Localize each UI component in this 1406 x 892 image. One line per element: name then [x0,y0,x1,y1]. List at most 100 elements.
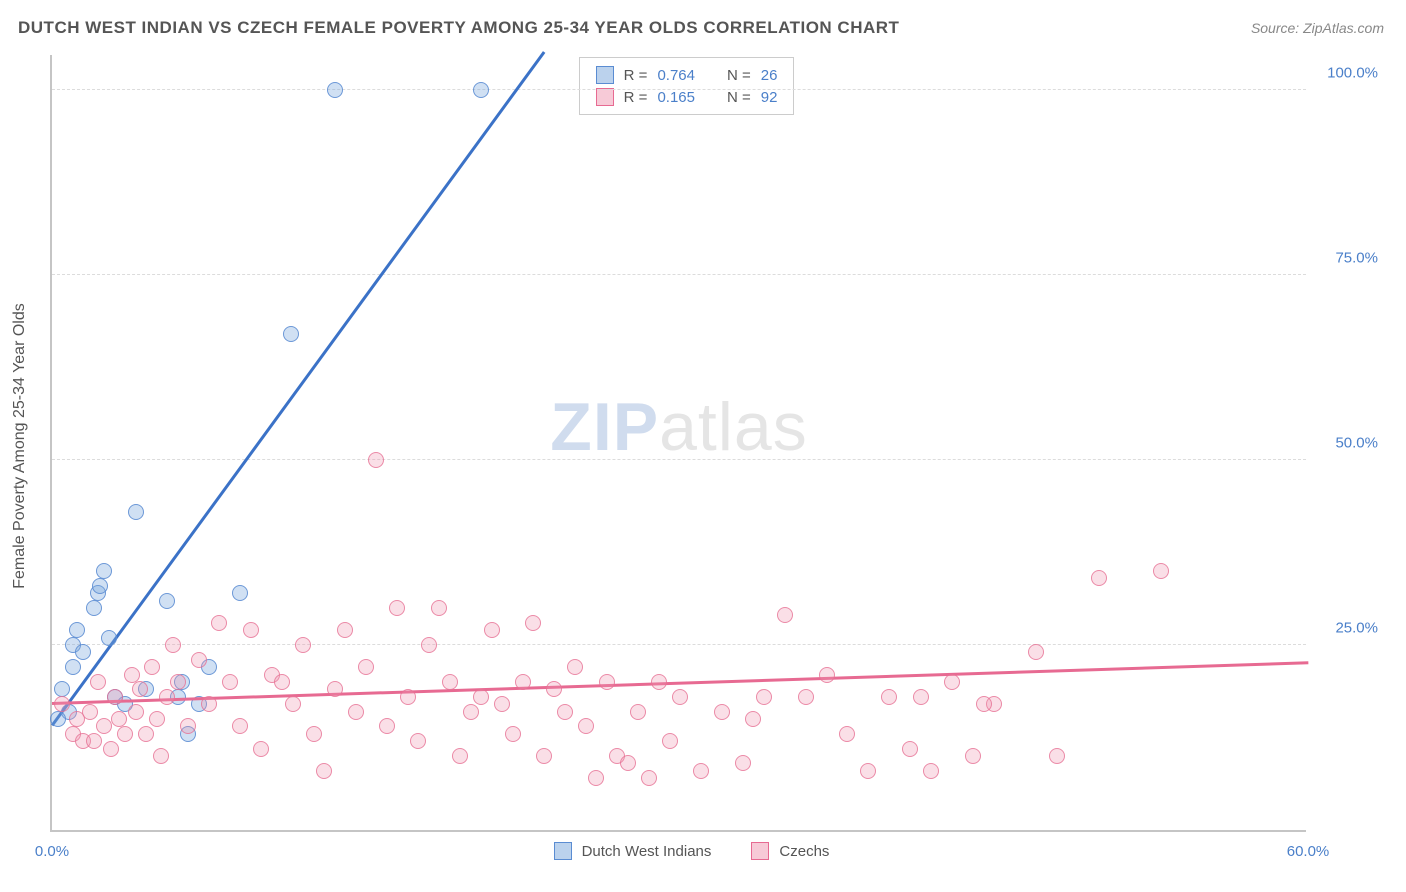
y-tick-label: 25.0% [1318,620,1378,637]
data-point [641,770,657,786]
data-point [159,689,175,705]
gridline [52,89,1306,90]
data-point [410,733,426,749]
data-point [306,726,322,742]
data-point [505,726,521,742]
trend-line-blue [51,51,545,726]
data-point [90,674,106,690]
data-point [578,718,594,734]
data-point [170,674,186,690]
data-point [965,748,981,764]
data-point [92,578,108,594]
data-point [54,696,70,712]
data-point [75,644,91,660]
data-point [165,637,181,653]
data-point [69,622,85,638]
data-point [253,741,269,757]
data-point [243,622,259,638]
data-point [274,674,290,690]
data-point [819,667,835,683]
data-point [153,748,169,764]
y-axis-title: Female Poverty Among 25-34 Year Olds [11,303,29,589]
data-point [525,615,541,631]
data-point [358,659,374,675]
data-point [82,704,98,720]
data-point [860,763,876,779]
data-point [662,733,678,749]
data-point [327,681,343,697]
data-point [128,704,144,720]
data-point [588,770,604,786]
data-point [348,704,364,720]
data-point [421,637,437,653]
data-point [96,718,112,734]
data-point [117,726,133,742]
data-point [484,622,500,638]
data-point [1028,644,1044,660]
data-point [222,674,238,690]
r-label: R = [624,89,648,106]
data-point [620,755,636,771]
data-point [672,689,688,705]
data-point [452,748,468,764]
y-tick-label: 100.0% [1318,65,1378,82]
data-point [201,696,217,712]
legend-swatch [596,88,614,106]
legend-item: Czechs [751,842,829,860]
data-point [86,600,102,616]
gridline [52,644,1306,645]
r-label: R = [624,67,648,84]
x-tick-label: 0.0% [35,843,69,860]
correlation-stats-box: R =0.764N =26R =0.165N =92 [579,57,795,115]
data-point [463,704,479,720]
data-point [515,674,531,690]
data-point [745,711,761,727]
data-point [295,637,311,653]
data-point [881,689,897,705]
data-point [111,711,127,727]
data-point [337,622,353,638]
data-point [1153,563,1169,579]
data-point [693,763,709,779]
data-point [1091,570,1107,586]
data-point [96,563,112,579]
data-point [431,600,447,616]
data-point [149,711,165,727]
data-point [400,689,416,705]
data-point [839,726,855,742]
n-value: 92 [761,89,778,106]
data-point [54,681,70,697]
n-value: 26 [761,67,778,84]
legend-swatch [751,842,769,860]
data-point [494,696,510,712]
data-point [777,607,793,623]
n-label: N = [727,67,751,84]
data-point [128,504,144,520]
data-point [714,704,730,720]
r-value: 0.165 [657,89,695,106]
data-point [976,696,992,712]
legend-item: Dutch West Indians [554,842,712,860]
data-point [389,600,405,616]
data-point [630,704,646,720]
y-tick-label: 75.0% [1318,250,1378,267]
source-attribution: Source: ZipAtlas.com [1251,20,1384,36]
stats-row: R = 0.764 N = 26 [596,64,778,86]
data-point [473,689,489,705]
data-point [327,82,343,98]
data-point [756,689,772,705]
data-point [180,718,196,734]
legend-label: Czechs [779,843,829,860]
data-point [159,593,175,609]
r-value: 0.764 [657,67,695,84]
data-point [132,681,148,697]
data-point [546,681,562,697]
chart-title: DUTCH WEST INDIAN VS CZECH FEMALE POVERT… [18,18,899,38]
data-point [923,763,939,779]
legend-swatch [554,842,572,860]
y-tick-label: 50.0% [1318,435,1378,452]
data-point [651,674,667,690]
data-point [557,704,573,720]
data-point [283,326,299,342]
data-point [65,659,81,675]
